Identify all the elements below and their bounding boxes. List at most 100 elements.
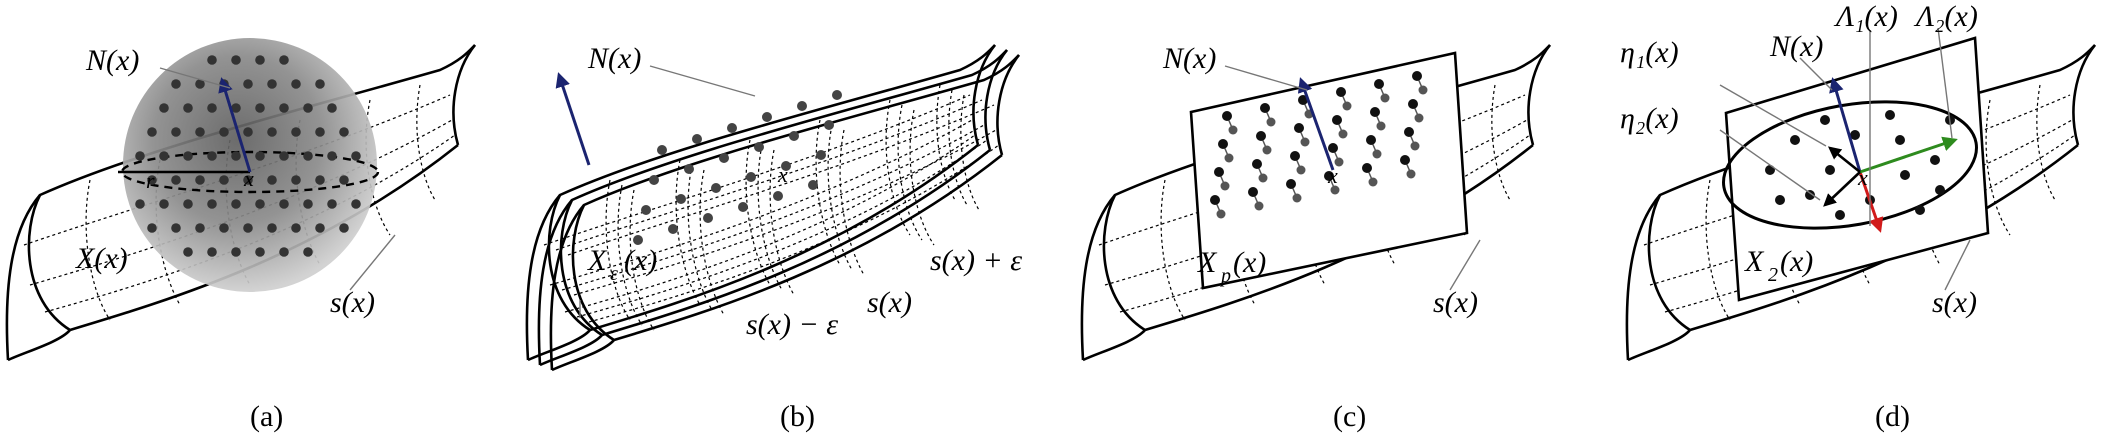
sample-point bbox=[207, 247, 217, 257]
sample-point bbox=[1805, 190, 1815, 200]
sample-point bbox=[159, 151, 169, 161]
sample-point bbox=[267, 223, 277, 233]
sample-point bbox=[657, 145, 667, 155]
original-point bbox=[1228, 125, 1238, 135]
original-point bbox=[1338, 129, 1348, 139]
point-label: x bbox=[777, 162, 788, 187]
projected-point bbox=[1290, 151, 1300, 161]
sample-point bbox=[291, 79, 301, 89]
sample-point bbox=[1885, 110, 1895, 120]
sample-point bbox=[303, 103, 313, 113]
sample-point bbox=[291, 223, 301, 233]
sample-point bbox=[195, 127, 205, 137]
sample-point bbox=[781, 161, 791, 171]
projected-point bbox=[1404, 127, 1414, 137]
projected-point bbox=[1332, 115, 1342, 125]
sample-point bbox=[147, 127, 157, 137]
surface-leader bbox=[1944, 239, 1971, 291]
normal-arrow bbox=[218, 77, 252, 173]
original-point bbox=[1216, 209, 1226, 219]
set-label: X(x) bbox=[75, 242, 128, 275]
sample-point bbox=[832, 90, 842, 100]
sample-point bbox=[279, 55, 289, 65]
sample-point bbox=[147, 223, 157, 233]
sample-point bbox=[824, 120, 834, 130]
sample-point bbox=[684, 164, 694, 174]
sample-point bbox=[291, 127, 301, 137]
tangent-plane bbox=[1189, 51, 1469, 290]
set-subscript: p bbox=[1219, 265, 1231, 287]
surface-leader bbox=[1449, 239, 1481, 291]
sample-point bbox=[171, 223, 181, 233]
sample-point bbox=[195, 79, 205, 89]
sample-point bbox=[183, 199, 193, 209]
projected-point bbox=[1336, 87, 1346, 97]
projected-point bbox=[1286, 179, 1296, 189]
sample-point bbox=[243, 223, 253, 233]
sample-point bbox=[315, 223, 325, 233]
normal-label: N(x) bbox=[587, 42, 641, 75]
sample-point bbox=[207, 151, 217, 161]
set-label: X bbox=[587, 244, 608, 277]
sample-point bbox=[1850, 130, 1860, 140]
set-label: X bbox=[1744, 245, 1765, 278]
sample-point bbox=[816, 150, 826, 160]
sample-point bbox=[279, 247, 289, 257]
surface-label: s(x) bbox=[1932, 286, 1977, 319]
sample-point bbox=[135, 151, 145, 161]
normal-leader bbox=[159, 67, 231, 89]
panel-c: N(x) x X p (x) s(x) (c) bbox=[1080, 42, 1552, 433]
sample-point bbox=[315, 127, 325, 137]
sample-point bbox=[1900, 170, 1910, 180]
sample-point bbox=[207, 55, 217, 65]
eta1-leader bbox=[1719, 84, 1827, 147]
sample-point bbox=[183, 151, 193, 161]
original-point bbox=[1258, 173, 1268, 183]
original-point bbox=[1224, 153, 1234, 163]
projected-point bbox=[1370, 107, 1380, 117]
projected-point bbox=[1362, 163, 1372, 173]
sample-point bbox=[183, 247, 193, 257]
surface-label: s(x) bbox=[1433, 286, 1478, 319]
sample-point bbox=[159, 103, 169, 113]
sample-point bbox=[267, 175, 277, 185]
sample-point bbox=[279, 103, 289, 113]
surface-minus-label: s(x) − ε bbox=[746, 308, 838, 341]
sample-point bbox=[171, 127, 181, 137]
sample-point bbox=[291, 175, 301, 185]
set-label: X bbox=[1197, 246, 1218, 279]
original-point bbox=[1334, 157, 1344, 167]
sample-point bbox=[773, 191, 783, 201]
surface-plus-label: s(x) + ε bbox=[930, 244, 1022, 277]
projected-point bbox=[1210, 195, 1220, 205]
set-subscript: ε bbox=[610, 263, 618, 285]
sample-point bbox=[692, 134, 702, 144]
sample-point bbox=[649, 175, 659, 185]
sample-point bbox=[231, 199, 241, 209]
sample-point bbox=[711, 183, 721, 193]
original-point bbox=[1406, 169, 1416, 179]
projected-point bbox=[1412, 71, 1422, 81]
sample-point bbox=[1790, 135, 1800, 145]
normal-leader bbox=[649, 65, 756, 97]
original-point bbox=[1368, 177, 1378, 187]
sample-point bbox=[243, 175, 253, 185]
sample-point bbox=[315, 175, 325, 185]
normal-label: N(x) bbox=[1162, 42, 1216, 75]
original-point bbox=[1414, 113, 1424, 123]
lambda2-vector bbox=[1859, 136, 1958, 174]
point-label: x bbox=[1857, 165, 1868, 190]
sample-point bbox=[327, 103, 337, 113]
lambda2-label: Λ₂(x) bbox=[1913, 0, 1978, 33]
sample-point bbox=[219, 127, 229, 137]
sample-point bbox=[641, 205, 651, 215]
set-subscript: 2 bbox=[1768, 264, 1778, 286]
sample-point bbox=[727, 123, 737, 133]
original-point bbox=[1292, 193, 1302, 203]
lambda2-leader bbox=[1937, 27, 1953, 139]
radius-label: r bbox=[146, 168, 155, 193]
original-point bbox=[1342, 101, 1352, 111]
sample-point bbox=[339, 223, 349, 233]
lambda1-label: Λ₁(x) bbox=[1833, 0, 1898, 33]
